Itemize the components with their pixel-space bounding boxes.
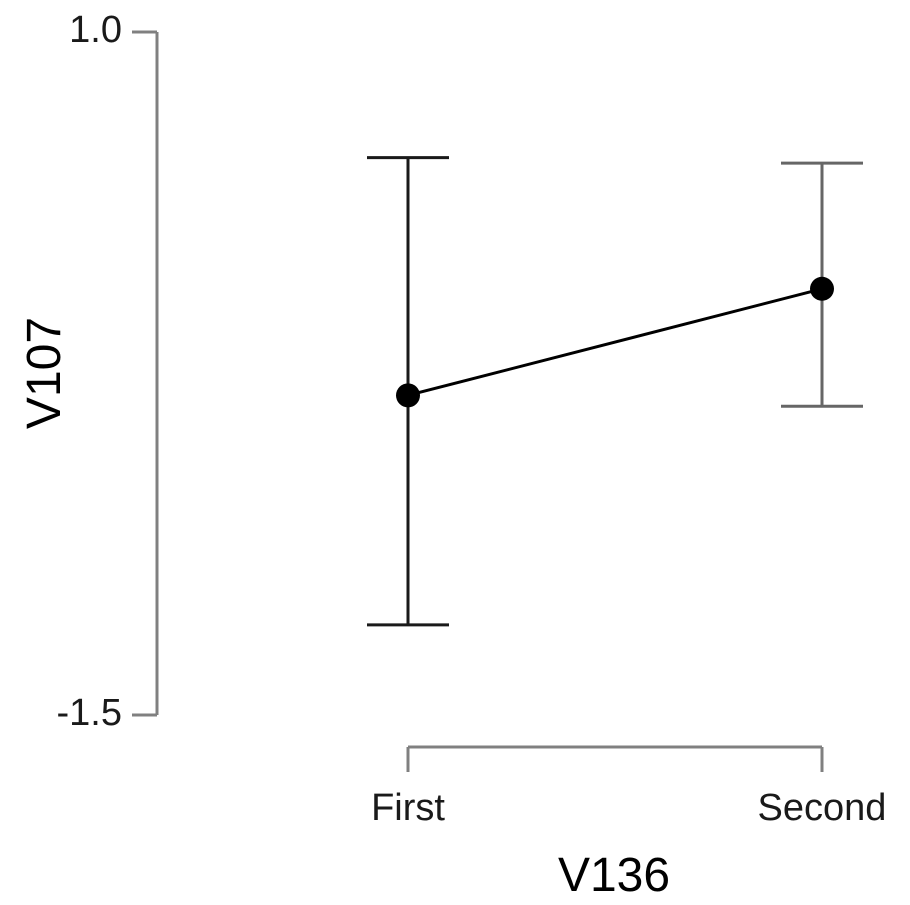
series-line — [407, 287, 823, 397]
x-axis-title: V136 — [558, 849, 670, 902]
y-axis-title: V107 — [18, 317, 71, 429]
errorbars-group — [367, 156, 863, 627]
data-point-second — [810, 276, 834, 301]
y-tick-label-top: 1.0 — [69, 9, 122, 51]
x-tick-label-second: Second — [758, 787, 887, 829]
y-tick-label-bottom: -1.5 — [57, 692, 122, 734]
x-tick-label-first: First — [371, 787, 445, 829]
data-point-first — [396, 383, 420, 408]
